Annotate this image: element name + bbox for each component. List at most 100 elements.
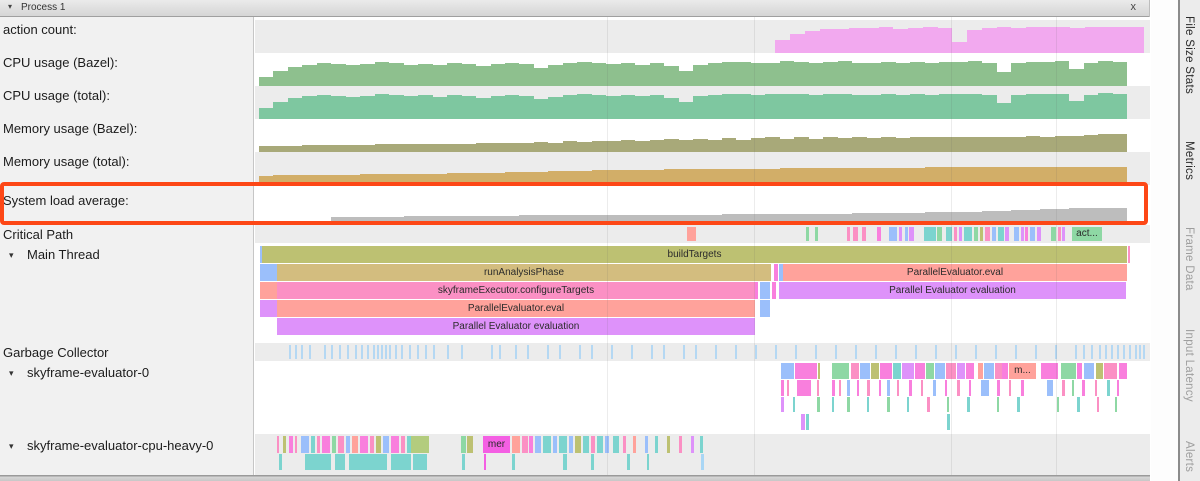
skyframe-evaluator-0-event[interactable] — [1047, 380, 1053, 396]
critical-path-event[interactable] — [905, 227, 908, 241]
skyframe-evaluator-cpu-heavy-0-event[interactable] — [613, 436, 619, 453]
garbage-collector-tick[interactable] — [389, 345, 391, 359]
skyframe-evaluator-0-event[interactable] — [1062, 380, 1065, 396]
main-thread-event[interactable] — [779, 264, 783, 281]
skyframe-evaluator-cpu-heavy-0-event[interactable] — [645, 436, 648, 453]
skyframe-evaluator-cpu-heavy-0-event[interactable] — [700, 436, 703, 453]
skyframe-evaluator-0-event[interactable] — [1119, 363, 1127, 379]
skyframe-evaluator-0-event[interactable] — [957, 380, 960, 396]
critical-path-event[interactable] — [889, 227, 897, 241]
garbage-collector-tick[interactable] — [1035, 345, 1037, 359]
skyframe-evaluator-0-event[interactable] — [817, 397, 820, 412]
skyframe-evaluator-cpu-heavy-0-event[interactable] — [462, 454, 465, 470]
garbage-collector-tick[interactable] — [935, 345, 937, 359]
skyframe-evaluator-cpu-heavy-0-event[interactable] — [591, 436, 595, 453]
skyframe-evaluator-0-event[interactable] — [1082, 380, 1085, 396]
track-memory-usage-total[interactable] — [255, 152, 1150, 185]
skyframe-evaluator-0-event[interactable] — [839, 380, 841, 396]
skyframe-evaluator-cpu-heavy-0-event[interactable] — [338, 436, 344, 453]
skyframe-evaluator-cpu-heavy-0-event[interactable] — [667, 436, 670, 453]
main-thread-event[interactable]: buildTargets — [262, 246, 1127, 263]
track-garbage-collector[interactable] — [255, 343, 1150, 361]
critical-path-event[interactable] — [687, 227, 696, 241]
main-thread-event[interactable] — [260, 300, 277, 317]
sidebar-tab-metrics[interactable]: Metrics — [1183, 141, 1195, 181]
critical-path-event[interactable] — [964, 227, 972, 241]
skyframe-evaluator-0-event[interactable] — [1097, 397, 1099, 412]
skyframe-evaluator-0-event[interactable] — [984, 363, 994, 379]
skyframe-evaluator-cpu-heavy-0-event[interactable] — [370, 436, 374, 453]
skyframe-evaluator-0-event[interactable] — [997, 380, 1000, 396]
garbage-collector-tick[interactable] — [855, 345, 857, 359]
garbage-collector-tick[interactable] — [1099, 345, 1101, 359]
track-label-skyframe-evaluator-cpu-heavy-0[interactable]: ▾ skyframe-evaluator-cpu-heavy-0 — [0, 437, 253, 455]
track-memory-usage-bazel[interactable] — [255, 119, 1150, 152]
critical-path-event[interactable] — [877, 227, 881, 241]
skyframe-evaluator-0-event[interactable] — [1077, 397, 1080, 412]
skyframe-evaluator-0-event[interactable] — [797, 380, 811, 396]
garbage-collector-tick[interactable] — [301, 345, 303, 359]
skyframe-evaluator-0-event[interactable] — [832, 363, 849, 379]
skyframe-evaluator-0-event[interactable] — [795, 363, 817, 379]
garbage-collector-tick[interactable] — [683, 345, 685, 359]
garbage-collector-tick[interactable] — [289, 345, 291, 359]
main-thread-event[interactable]: ParallelEvaluator.eval — [277, 300, 755, 317]
collapse-triangle-icon[interactable]: ▾ — [9, 441, 14, 451]
garbage-collector-tick[interactable] — [295, 345, 297, 359]
skyframe-evaluator-0-event[interactable] — [832, 380, 835, 396]
skyframe-evaluator-cpu-heavy-0-event[interactable] — [691, 436, 694, 453]
skyframe-evaluator-0-event[interactable] — [818, 363, 820, 379]
skyframe-evaluator-0-event[interactable] — [817, 380, 819, 396]
skyframe-evaluator-0-event[interactable] — [1096, 363, 1103, 379]
skyframe-evaluator-0-event[interactable] — [1041, 363, 1058, 379]
skyframe-evaluator-0-event[interactable] — [967, 397, 970, 412]
skyframe-evaluator-0-event[interactable] — [1061, 363, 1076, 379]
garbage-collector-tick[interactable] — [715, 345, 717, 359]
skyframe-evaluator-0-event[interactable] — [902, 363, 914, 379]
skyframe-evaluator-0-event[interactable] — [851, 363, 859, 379]
garbage-collector-tick[interactable] — [309, 345, 311, 359]
track-label-skyframe-evaluator-0[interactable]: ▾ skyframe-evaluator-0 — [0, 364, 253, 382]
skyframe-evaluator-cpu-heavy-0-event[interactable] — [311, 436, 315, 453]
garbage-collector-tick[interactable] — [915, 345, 917, 359]
garbage-collector-tick[interactable] — [1143, 345, 1145, 359]
track-label-memory-usage-bazel[interactable]: Memory usage (Bazel): — [0, 120, 253, 138]
track-action-count[interactable] — [255, 20, 1150, 53]
skyframe-evaluator-cpu-heavy-0-event[interactable] — [484, 454, 486, 470]
skyframe-evaluator-cpu-heavy-0-event[interactable] — [591, 454, 594, 470]
garbage-collector-tick[interactable] — [1083, 345, 1085, 359]
skyframe-evaluator-cpu-heavy-0-event[interactable] — [413, 454, 427, 470]
skyframe-evaluator-0-event[interactable] — [969, 380, 971, 396]
track-label-action-count[interactable]: action count: — [0, 21, 253, 39]
critical-path-event[interactable] — [985, 227, 990, 241]
skyframe-evaluator-cpu-heavy-0-event[interactable] — [529, 436, 533, 453]
garbage-collector-tick[interactable] — [491, 345, 493, 359]
skyframe-evaluator-0-event[interactable] — [860, 363, 870, 379]
critical-path-event[interactable] — [1037, 227, 1041, 241]
garbage-collector-tick[interactable] — [1091, 345, 1093, 359]
garbage-collector-tick[interactable] — [381, 345, 383, 359]
skyframe-evaluator-cpu-heavy-0-event[interactable] — [655, 436, 658, 453]
main-thread-event[interactable] — [260, 246, 262, 263]
skyframe-evaluator-0-event[interactable] — [947, 414, 950, 430]
collapse-triangle-icon[interactable]: ▾ — [9, 250, 14, 260]
garbage-collector-tick[interactable] — [1105, 345, 1107, 359]
skyframe-evaluator-0-event[interactable] — [847, 380, 850, 396]
main-thread-event[interactable] — [760, 300, 770, 317]
critical-path-event[interactable] — [1021, 227, 1024, 241]
critical-path-event[interactable] — [899, 227, 902, 241]
garbage-collector-tick[interactable] — [651, 345, 653, 359]
skyframe-evaluator-0-event[interactable] — [909, 380, 912, 396]
garbage-collector-tick[interactable] — [339, 345, 341, 359]
track-skyframe-evaluator-0[interactable]: m... — [255, 361, 1150, 434]
skyframe-evaluator-cpu-heavy-0-event[interactable] — [289, 436, 293, 453]
skyframe-evaluator-0-event[interactable] — [801, 414, 805, 430]
skyframe-evaluator-cpu-heavy-0-event[interactable] — [335, 454, 345, 470]
skyframe-evaluator-cpu-heavy-0-event[interactable] — [346, 436, 350, 453]
skyframe-evaluator-cpu-heavy-0-event[interactable] — [283, 436, 286, 453]
skyframe-evaluator-cpu-heavy-0-event[interactable] — [543, 436, 551, 453]
skyframe-evaluator-0-event[interactable] — [957, 363, 965, 379]
skyframe-evaluator-cpu-heavy-0-event[interactable] — [563, 454, 567, 470]
critical-path-event[interactable] — [847, 227, 850, 241]
critical-path-event[interactable] — [992, 227, 996, 241]
